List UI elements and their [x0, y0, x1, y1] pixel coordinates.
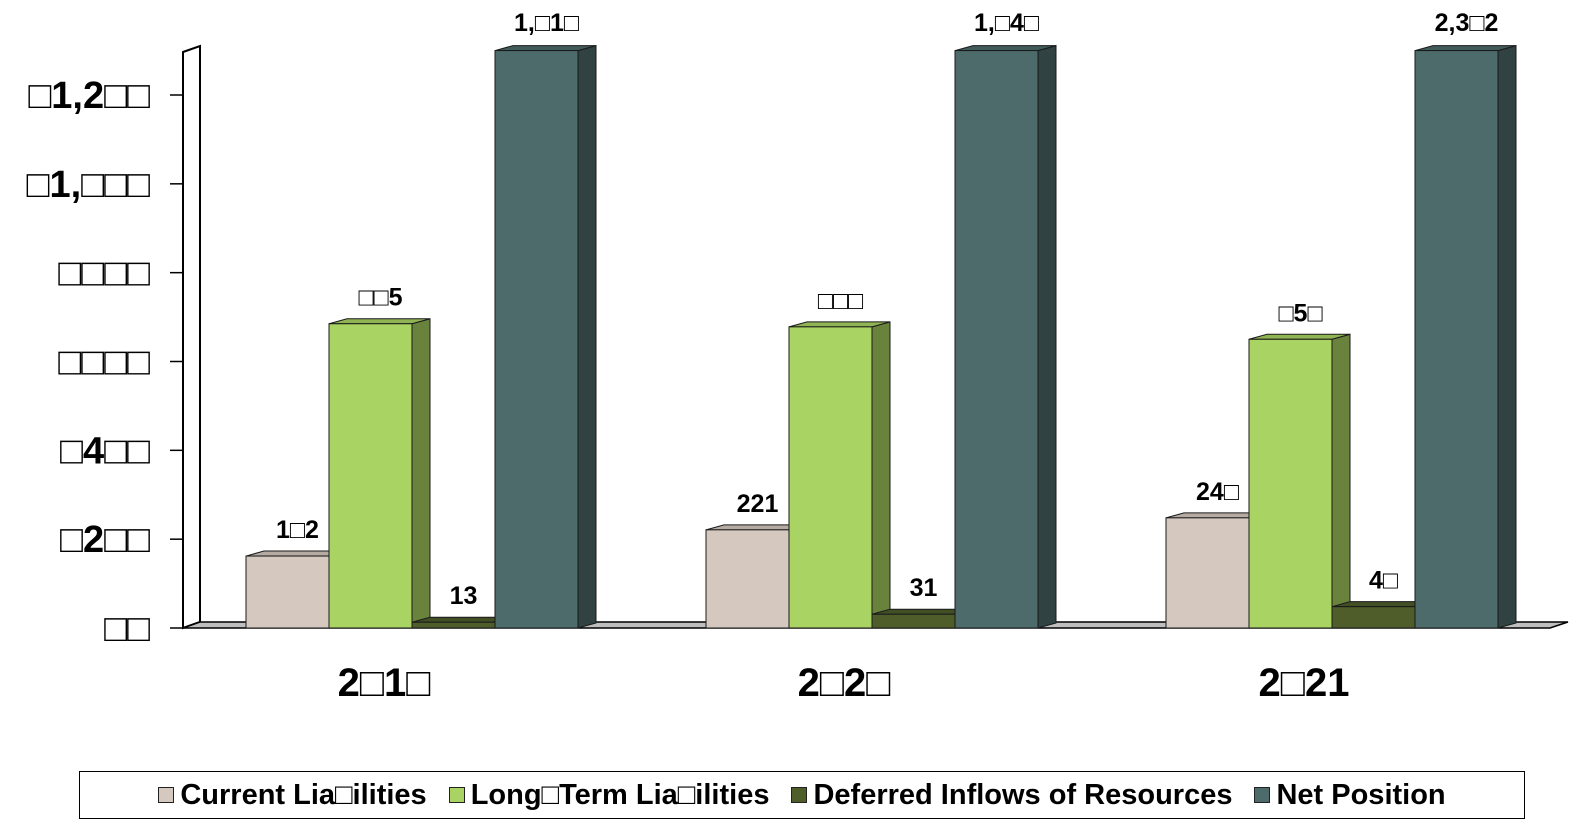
- legend-item: Long□Term Lia□ilities: [448, 778, 770, 812]
- y-tick-label: □1,□□□: [27, 164, 151, 206]
- bar-top: [788, 321, 891, 328]
- y-tick-label: □□: [104, 608, 150, 650]
- data-label: 1,□1□: [514, 9, 580, 37]
- bar-top: [328, 318, 431, 325]
- legend-item: Current Lia□ilities: [158, 778, 427, 812]
- data-label: 1,□4□: [974, 9, 1040, 37]
- data-label: 221: [737, 490, 779, 518]
- bar-front: [1331, 606, 1416, 629]
- bars-layer: [245, 44, 1517, 629]
- y-tick-label: □1,2□□: [28, 75, 150, 117]
- labels-layer: 1□2 221 24□ □□5 □□□ □5□ 13 31 4□ 1,□1□ 1,□4□ 2,3□2: [276, 9, 1498, 610]
- legend-swatch: [448, 787, 465, 803]
- bar: [328, 318, 431, 629]
- y-tick-label: □4□□: [60, 430, 150, 472]
- data-label: 1□2: [276, 516, 319, 544]
- data-label: □5□: [1278, 299, 1323, 327]
- bar-front: [328, 323, 413, 629]
- y-tick-label: □□□□: [58, 253, 150, 295]
- legend-label: Long□Term Lia□ilities: [470, 778, 770, 811]
- bar-front: [788, 326, 873, 629]
- bar: [954, 44, 1057, 629]
- legend-item: Deferred Inflows of Resources: [791, 779, 1232, 812]
- legend-swatch: [158, 787, 175, 803]
- legend-swatch: [791, 787, 808, 803]
- x-category-label: 2□21: [1259, 661, 1350, 705]
- y-tick-label: □□□□: [58, 342, 150, 384]
- data-label: 13: [450, 582, 478, 610]
- bar-top: [954, 45, 1057, 52]
- bar-side: [1497, 44, 1517, 629]
- bar-front: [245, 555, 330, 629]
- bar-front: [954, 50, 1039, 629]
- bar-front: [1165, 517, 1250, 629]
- y-tick-label: □2□□: [60, 519, 150, 561]
- x-category-label: 2□1□: [338, 661, 431, 705]
- bar-side: [871, 321, 891, 629]
- y-axis-wall: [182, 44, 201, 630]
- bar: [494, 44, 597, 629]
- bar: [1248, 333, 1351, 629]
- bar-side: [1331, 333, 1351, 629]
- data-label: 2,3□2: [1435, 9, 1499, 37]
- bar-side: [411, 318, 431, 629]
- bar-top: [1248, 333, 1351, 340]
- bar-top: [494, 45, 597, 52]
- bar: [788, 321, 891, 629]
- data-label: □□5: [358, 284, 402, 312]
- axis-layer: □□ □2□□ □4□□ □□□□ □□□□ □1,□□□ □1,2□□ 2□1□ 2□2□ 2□…: [27, 44, 1569, 705]
- data-label: □□□: [818, 287, 864, 315]
- legend-swatch: [1254, 787, 1271, 803]
- legend-label: Current Lia□ilities: [180, 778, 427, 811]
- bar-top: [1414, 45, 1517, 52]
- bar-front: [705, 529, 790, 629]
- bar-front: [1248, 338, 1333, 629]
- data-label: 24□: [1196, 478, 1240, 506]
- legend-label: Net Position: [1276, 778, 1446, 811]
- bar-front: [411, 621, 496, 629]
- x-category-label: 2□2□: [798, 661, 891, 705]
- legend-item: Net Position: [1254, 778, 1446, 812]
- bar-side: [1037, 44, 1057, 629]
- legend-label: Deferred Inflows of Resources: [813, 778, 1233, 811]
- chart-legend: Current Lia□ilities Long□Term Lia□ilities…: [79, 771, 1525, 819]
- data-label: 31: [910, 574, 938, 602]
- data-label: 4□: [1369, 567, 1399, 595]
- bar-front: [871, 613, 956, 629]
- bar-front: [494, 50, 579, 629]
- bar: [1414, 44, 1517, 629]
- bar-side: [577, 44, 597, 629]
- bar-front: [1414, 50, 1499, 629]
